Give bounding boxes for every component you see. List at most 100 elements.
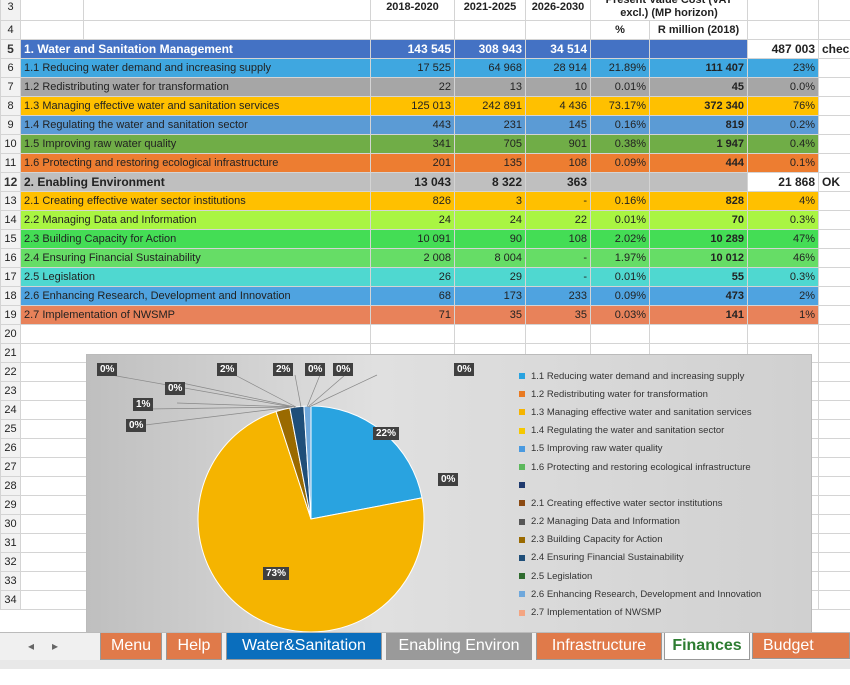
col-2018-header[interactable]: 2018-2020 [371,0,455,21]
row-label[interactable]: 2.6 Enhancing Research, Development and … [21,287,371,306]
cell[interactable]: 2% [748,287,819,306]
row-number[interactable]: 31 [1,534,21,553]
cell[interactable] [21,325,371,344]
cell[interactable] [591,173,650,192]
cell[interactable]: 0.3% [748,211,819,230]
cell[interactable] [819,382,850,401]
cell[interactable]: check [819,40,850,59]
row-number[interactable]: 32 [1,553,21,572]
cell[interactable] [819,344,850,363]
legend-item[interactable]: 1.6 Protecting and restoring ecological … [519,458,799,476]
row-number[interactable]: 5 [1,40,21,59]
row-number[interactable]: 22 [1,363,21,382]
cell[interactable]: 23% [748,59,819,78]
cell[interactable]: 705 [455,135,526,154]
cell[interactable]: 24 [371,211,455,230]
row-number[interactable]: 7 [1,78,21,97]
cell[interactable]: 443 [371,116,455,135]
cell[interactable]: 231 [455,116,526,135]
cell[interactable] [819,287,850,306]
row-label[interactable]: 2.7 Implementation of NWSMP [21,306,371,325]
legend-item[interactable] [519,476,799,494]
cell[interactable]: 2 008 [371,249,455,268]
cell[interactable]: 29 [455,268,526,287]
cell[interactable]: 34 514 [526,40,591,59]
pv-pct-header[interactable]: % [591,21,650,40]
cell[interactable] [591,325,650,344]
cell[interactable]: 35 [526,306,591,325]
cell[interactable]: 10 091 [371,230,455,249]
cell[interactable]: 17 525 [371,59,455,78]
row-label[interactable]: 1.4 Regulating the water and sanitation … [21,116,371,135]
cell[interactable] [526,325,591,344]
row-label[interactable]: 2.3 Building Capacity for Action [21,230,371,249]
row-number[interactable]: 16 [1,249,21,268]
row-label[interactable]: 2.5 Legislation [21,268,371,287]
cell[interactable]: 8 004 [455,249,526,268]
cell[interactable]: 10 289 [650,230,748,249]
cell[interactable]: 0.2% [748,116,819,135]
row-number[interactable]: 3 [1,0,21,21]
cell[interactable]: - [526,268,591,287]
section-enabling-label[interactable]: 2. Enabling Environment [21,173,371,192]
cell[interactable]: - [526,249,591,268]
cell[interactable]: 68 [371,287,455,306]
cell[interactable]: 201 [371,154,455,173]
row-number[interactable]: 25 [1,420,21,439]
row-number[interactable]: 9 [1,116,21,135]
cell[interactable] [819,59,850,78]
tab-help[interactable]: Help [166,633,222,660]
cell[interactable]: 0.01% [591,211,650,230]
row-number[interactable]: 11 [1,154,21,173]
cell[interactable]: 145 [526,116,591,135]
legend-item[interactable]: 2.3 Building Capacity for Action [519,531,799,549]
cell[interactable] [748,325,819,344]
legend-item[interactable]: 2.7 Implementation of NWSMP [519,603,799,621]
cell[interactable]: 1 947 [650,135,748,154]
row-number[interactable]: 20 [1,325,21,344]
cell[interactable] [819,420,850,439]
cell[interactable] [591,40,650,59]
row-label[interactable]: 1.1 Reducing water demand and increasing… [21,59,371,78]
cell[interactable]: 76% [748,97,819,116]
cell[interactable]: 173 [455,287,526,306]
cell[interactable]: 0.16% [591,192,650,211]
cell[interactable] [819,116,850,135]
cell[interactable]: 71 [371,306,455,325]
row-number[interactable]: 8 [1,97,21,116]
cell[interactable] [819,439,850,458]
cell[interactable]: 826 [371,192,455,211]
cell[interactable]: 242 891 [455,97,526,116]
cell[interactable] [819,591,850,610]
cell[interactable]: 0.3% [748,268,819,287]
cell[interactable]: 487 003 [748,40,819,59]
cell[interactable] [819,572,850,591]
row-number[interactable]: 34 [1,591,21,610]
row-label[interactable]: 1.3 Managing effective water and sanitat… [21,97,371,116]
cell[interactable]: 308 943 [455,40,526,59]
tab-budget-cycle[interactable]: Budget Cycl [752,633,850,659]
row-label[interactable]: 1.5 Improving raw water quality [21,135,371,154]
legend-item[interactable]: 1.3 Managing effective water and sanitat… [519,403,799,421]
cell[interactable]: 0.16% [591,116,650,135]
cell[interactable]: 0.09% [591,287,650,306]
row-number[interactable]: 26 [1,439,21,458]
row-label[interactable]: 1.6 Protecting and restoring ecological … [21,154,371,173]
legend-item[interactable]: 1.4 Regulating the water and sanitation … [519,422,799,440]
cell[interactable]: 0.38% [591,135,650,154]
cell[interactable]: 3 [455,192,526,211]
row-label[interactable]: 2.1 Creating effective water sector inst… [21,192,371,211]
cell[interactable]: 46% [748,249,819,268]
cell[interactable]: 828 [650,192,748,211]
cell[interactable] [650,40,748,59]
tab-next-icon[interactable]: ▸ [52,639,58,653]
row-label[interactable]: 2.4 Ensuring Financial Sustainability [21,249,371,268]
pie-chart[interactable]: 22%0%73%0%1%0%0%2%2%0%0%0% 1.1 Reducing … [86,354,812,634]
row-number[interactable]: 29 [1,496,21,515]
cell[interactable]: 141 [650,306,748,325]
cell[interactable]: 8 322 [455,173,526,192]
cell[interactable]: 90 [455,230,526,249]
cell[interactable] [819,553,850,572]
cell[interactable]: 233 [526,287,591,306]
legend-item[interactable]: 2.4 Ensuring Financial Sustainability [519,549,799,567]
